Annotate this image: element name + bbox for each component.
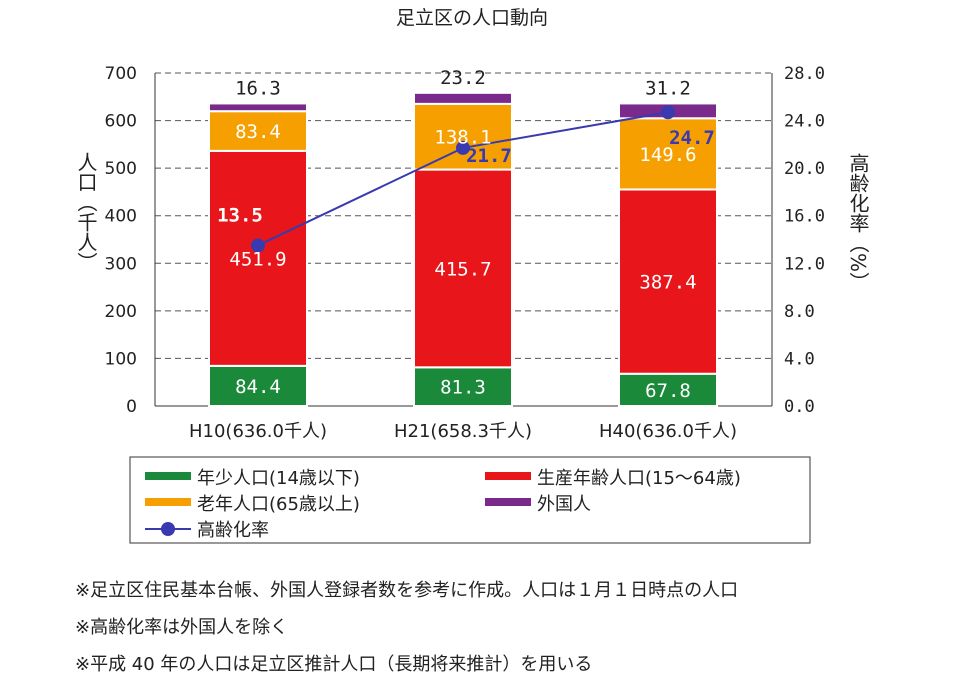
bar-labels: 84.4 451.9 83.4 16.3 81.3 415.7 138.1 23.2 67.8 3… (217, 67, 715, 402)
y2-tick-label: 20.0 (784, 159, 825, 179)
y2-tick-label: 0.0 (784, 397, 815, 417)
y-axis-title: 人口（千人） (74, 152, 98, 272)
legend-swatch (485, 498, 531, 506)
bar-segment (208, 102, 308, 113)
y-tick-label: 600 (105, 112, 137, 132)
data-label: 23.2 (440, 67, 486, 89)
y-tick-label: 300 (105, 254, 137, 274)
footnotes: ※足立区住民基本台帳、外国人登録者数を参考に作成。人口は１月１日時点の人口 ※高… (75, 572, 738, 683)
data-label: 451.9 (229, 248, 286, 270)
data-label: 31.2 (645, 77, 691, 99)
y-tick-label: 0 (126, 397, 137, 417)
legend-marker (161, 522, 175, 536)
legend-label: 年少人口(14歳以下) (197, 468, 360, 489)
line-point (251, 238, 265, 253)
y2-tick-label: 8.0 (784, 302, 815, 322)
y-tick-label: 500 (105, 159, 137, 179)
line-data-label: 13.5 (217, 204, 263, 226)
data-label: 67.8 (645, 380, 691, 402)
y2-tick-label: 12.0 (784, 254, 825, 274)
x-tick-label: H10(636.0千人) (189, 421, 327, 442)
y-tick-label: 100 (105, 349, 137, 369)
x-tick-label: H21(658.3千人) (394, 421, 532, 442)
y2-tick-label: 16.0 (784, 207, 825, 227)
legend-box (129, 456, 811, 544)
footnote-1: ※足立区住民基本台帳、外国人登録者数を参考に作成。人口は１月１日時点の人口 (75, 580, 739, 601)
population-chart: 足立区の人口動向 0 100 200 300 400 500 600 700 0.0 4.0 8.… (74, 7, 870, 544)
y-tick-label: 200 (105, 302, 137, 322)
y2-tick-label: 24.0 (784, 112, 825, 132)
left-axis-ticks: 0 100 200 300 400 500 600 700 (105, 64, 137, 417)
line-point (456, 140, 470, 155)
svg-text:人口（千人）: 人口（千人） (74, 152, 98, 272)
y-tick-label: 400 (105, 207, 137, 227)
data-label: 387.4 (639, 272, 696, 294)
footnote-2: ※高齢化率は外国人を除く (75, 617, 289, 638)
line-point (661, 105, 675, 120)
legend-swatch (145, 498, 191, 506)
y2-tick-label: 4.0 (784, 349, 815, 369)
legend-swatch (145, 472, 191, 480)
data-label: 149.6 (639, 144, 696, 166)
data-label: 81.3 (440, 377, 486, 399)
y-tick-label: 700 (105, 64, 137, 84)
y2-axis-title: 高齢化率（%） (846, 153, 870, 292)
data-label: 138.1 (434, 127, 491, 149)
data-label: 84.4 (235, 376, 281, 398)
data-label: 415.7 (434, 258, 491, 280)
svg-text:高齢化率（%）: 高齢化率（%） (846, 153, 870, 292)
footnote-3: ※平成 40 年の人口は足立区推計人口（長期将来推計）を用いる (75, 654, 593, 675)
data-label: 16.3 (235, 77, 281, 99)
bar-segment (208, 364, 308, 407)
legend: 年少人口(14歳以下) 生産年齢人口(15～64歳) 老年人口(65歳以上) 外国人高… (129, 456, 811, 544)
y-axis-label: 人口（千人） (74, 152, 98, 272)
line-data-label: 21.7 (466, 145, 512, 167)
bar-segment (413, 91, 513, 105)
right-axis-ticks: 0.0 4.0 8.0 12.0 16.0 20.0 24.0 28.0 (784, 64, 825, 417)
y2-axis-label: 高齢化率（%） (846, 153, 870, 292)
bar-segment (208, 149, 308, 367)
bar-segment (618, 188, 718, 375)
legend-label: 外国人 (537, 494, 591, 515)
category-labels: H10(636.0千人) H21(658.3千人) H40(636.0千人) (189, 421, 737, 442)
legend-label: 高齢化率 (197, 520, 269, 541)
bars (208, 91, 718, 408)
x-tick-label: H40(636.0千人) (599, 421, 737, 442)
chart-title: 足立区の人口動向 (396, 7, 548, 29)
legend-label: 生産年齢人口(15～64歳) (537, 468, 741, 489)
y2-tick-label: 28.0 (784, 64, 825, 84)
data-label: 83.4 (235, 121, 281, 143)
aging-rate-line (251, 105, 675, 253)
legend-label: 老年人口(65歳以上) (197, 494, 360, 515)
legend-swatch (485, 472, 531, 480)
line-data-label: 24.7 (669, 127, 715, 149)
